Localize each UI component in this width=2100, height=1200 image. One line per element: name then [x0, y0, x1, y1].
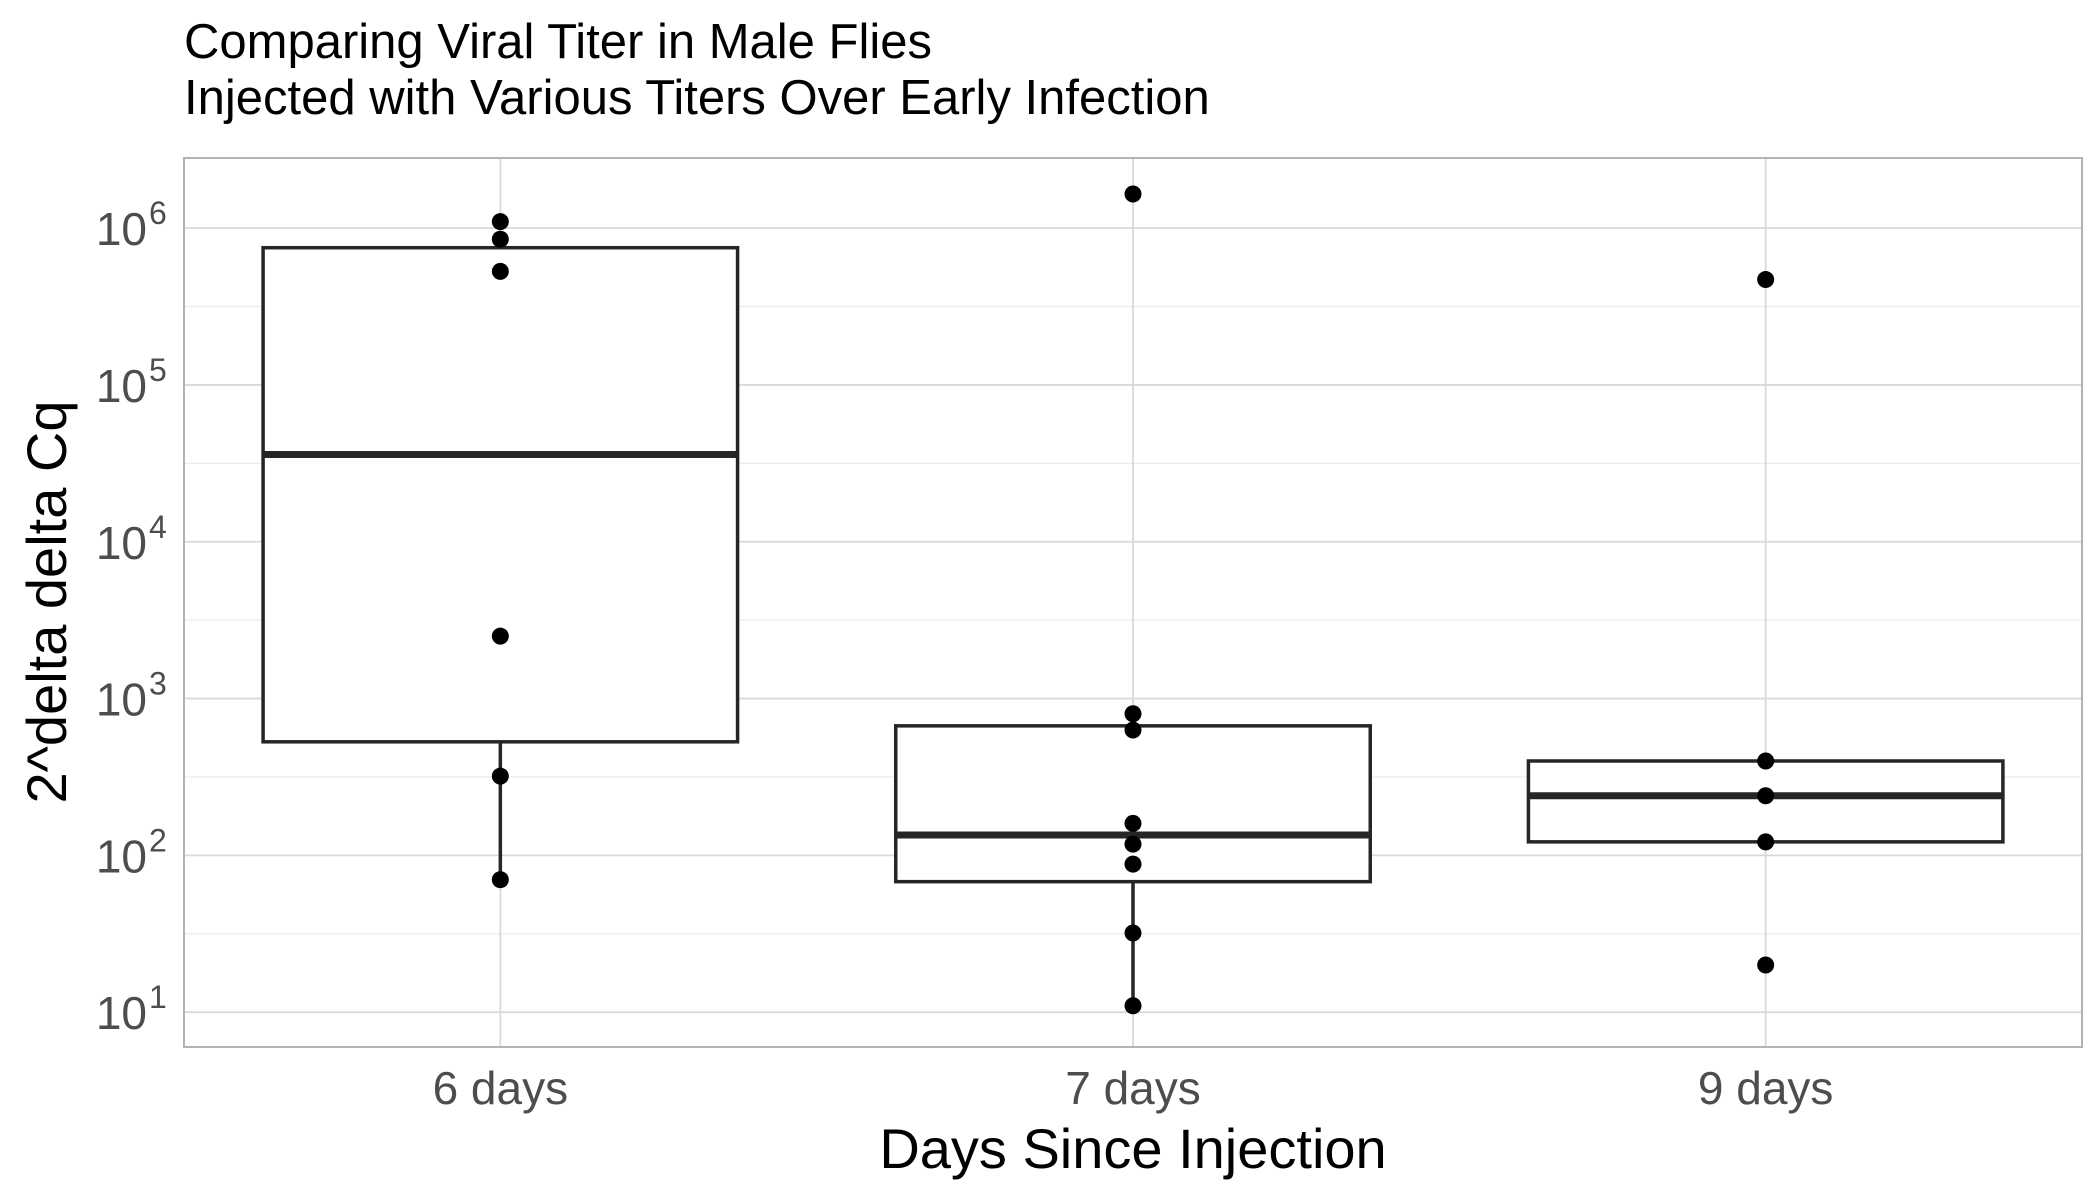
y-tick-label: 10 2: [96, 822, 167, 882]
data-point: [1124, 814, 1142, 832]
y-tick-exponent: 6: [149, 195, 167, 231]
chart-title: Comparing Viral Titer in Male Flies Inje…: [184, 14, 1210, 126]
data-point: [491, 767, 509, 785]
y-tick-exponent: 3: [149, 666, 167, 702]
y-tick-label: 10 3: [96, 666, 167, 726]
data-point: [1757, 752, 1775, 770]
y-tick-exponent: 2: [149, 822, 167, 858]
x-tick-labels: 6 days 7 days 9 days: [433, 1062, 1834, 1114]
y-tick-base: 10: [96, 830, 147, 882]
data-point: [1124, 924, 1142, 942]
data-point: [1757, 271, 1775, 289]
data-point: [1124, 835, 1142, 853]
x-tick-label: 6 days: [433, 1062, 569, 1114]
y-tick-base: 10: [96, 517, 147, 569]
data-point: [1124, 185, 1142, 203]
data-point: [491, 230, 509, 248]
y-tick-label: 10 1: [96, 979, 167, 1039]
x-axis-title: Days Since Injection: [879, 1117, 1386, 1180]
data-point: [1124, 855, 1142, 873]
data-point: [1124, 705, 1142, 723]
points-layer: [491, 185, 1775, 1015]
y-axis-title: 2^delta delta Cq: [15, 401, 78, 804]
y-tick-exponent: 4: [149, 509, 167, 545]
y-tick-exponent: 1: [149, 979, 167, 1015]
data-point: [1124, 997, 1142, 1015]
data-point: [491, 213, 509, 231]
data-point: [1124, 721, 1142, 739]
y-tick-label: 10 5: [96, 352, 167, 412]
panel-border: [183, 157, 2083, 1048]
x-tick-label: 9 days: [1698, 1062, 1834, 1114]
chart-title-line-2: Injected with Various Titers Over Early …: [184, 71, 1210, 125]
y-tick-label: 10 4: [96, 509, 167, 569]
y-tick-base: 10: [96, 203, 147, 255]
chart-title-line-1: Comparing Viral Titer in Male Flies: [184, 15, 932, 69]
y-tick-label: 10 6: [96, 195, 167, 255]
y-tick-base: 10: [96, 987, 147, 1039]
x-tick-label: 7 days: [1065, 1062, 1201, 1114]
boxes-layer: [261, 245, 2005, 1006]
data-point: [1757, 787, 1775, 805]
y-tick-base: 10: [96, 674, 147, 726]
y-tick-base: 10: [96, 360, 147, 412]
data-point: [491, 262, 509, 280]
data-point: [491, 871, 509, 889]
data-point: [1757, 956, 1775, 974]
data-point: [1757, 833, 1775, 851]
data-point: [491, 627, 509, 645]
y-tick-exponent: 5: [149, 352, 167, 388]
box: [261, 245, 740, 744]
